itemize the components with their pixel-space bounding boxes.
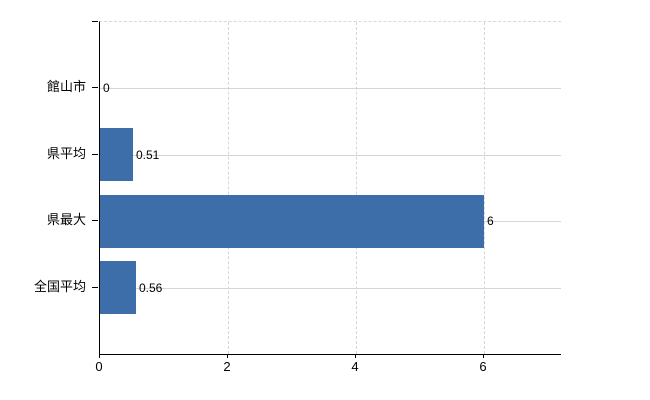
bar-2	[100, 128, 133, 181]
x-axis-tick	[227, 354, 228, 358]
gridline-vertical	[484, 22, 485, 354]
category-label: 県平均	[46, 146, 86, 161]
bar-value-label: 0.51	[136, 148, 160, 162]
bar-value-label: 0	[103, 81, 110, 95]
y-axis-end-tick	[92, 21, 98, 22]
x-tick-label: 0	[95, 359, 103, 374]
y-axis-tick	[92, 154, 98, 155]
x-axis-tick	[355, 354, 356, 358]
y-axis-tick	[92, 287, 98, 288]
category-label: 全国平均	[33, 279, 86, 294]
bar-3	[100, 195, 484, 248]
category-label: 県最大	[46, 212, 86, 227]
gridline-horizontal	[100, 88, 561, 89]
bar-value-label: 0.56	[139, 281, 163, 295]
gridline-vertical	[356, 22, 357, 354]
bar-4	[100, 261, 136, 314]
x-tick-label: 2	[223, 359, 231, 374]
y-axis-tick	[92, 220, 98, 221]
gridline-vertical	[228, 22, 229, 354]
gridline-horizontal	[100, 288, 561, 289]
x-tick-label: 6	[479, 359, 487, 374]
x-tick-label: 4	[351, 359, 359, 374]
x-axis-tick	[483, 354, 484, 358]
gridline-horizontal	[100, 155, 561, 156]
x-axis-tick	[99, 354, 100, 358]
category-label: 館山市	[46, 79, 86, 94]
y-axis-tick	[92, 87, 98, 88]
bar-value-label: 6	[487, 214, 494, 228]
plot-area: 0 0.51 6 0.56	[99, 21, 561, 355]
